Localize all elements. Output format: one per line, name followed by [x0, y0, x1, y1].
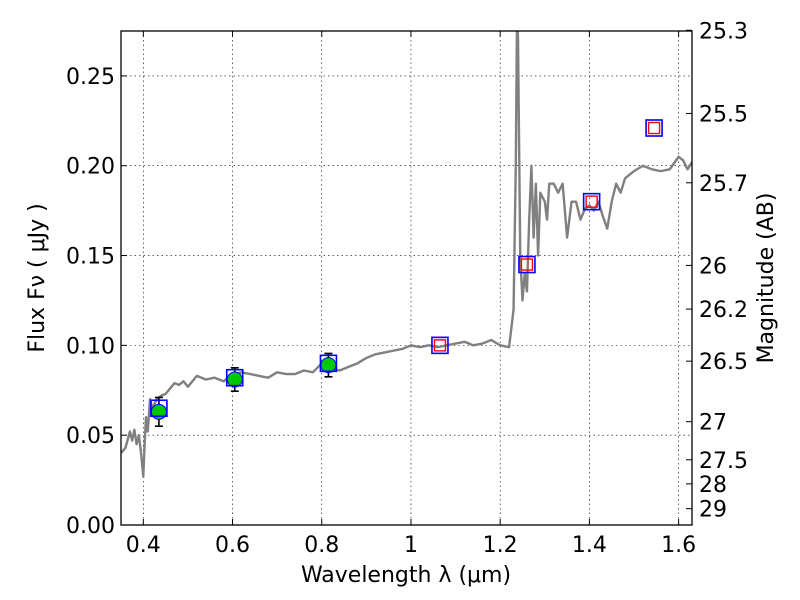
photometry-point [150, 403, 167, 420]
y-axis-title-right: Magnitude (AB) [754, 193, 779, 364]
y-axis-title-left: Flux Fν ( μJy ) [25, 203, 50, 352]
mag-tick-label: 25.3 [699, 19, 748, 44]
grid-lines [121, 31, 692, 526]
mag-tick-label: 26.5 [699, 350, 748, 375]
photometry-point [320, 357, 337, 374]
y-tick-label: 0.25 [66, 65, 115, 90]
model-square-inner [433, 339, 447, 352]
x-tick-label: 0.8 [304, 533, 339, 558]
x-axis-title: Wavelength λ (μm) [301, 563, 511, 588]
model-square-inner [520, 258, 534, 271]
y-tick-label: 0.15 [66, 245, 115, 270]
mag-tick-label: 26 [699, 254, 727, 279]
mag-tick-label: 27 [699, 411, 727, 436]
mag-tick-label: 26.2 [699, 298, 748, 323]
model-square-predicted [518, 255, 536, 274]
model-square-inner [647, 121, 661, 135]
x-tick-label: 1 [404, 533, 418, 558]
model-square [319, 354, 338, 373]
mag-tick-label: 27.5 [699, 449, 748, 474]
x-tick-label: 0.4 [126, 533, 161, 558]
plot-frame [120, 30, 693, 526]
y-tick-label: 0.05 [66, 424, 115, 449]
model-square-predicted [431, 336, 449, 355]
x-tick-label: 1.4 [572, 533, 607, 558]
mag-tick-label: 29 [699, 498, 727, 523]
spectrum-line [121, 31, 692, 478]
y-tick-label: 0.00 [66, 514, 115, 539]
plot-area [121, 31, 692, 478]
model-square-predicted [582, 192, 601, 211]
y-tick-label: 0.10 [66, 334, 115, 359]
axis-ticks: 0.4 0.6 0.8 1 1.2 1.4 1.6 0.00 0.05 0.10 0.15 0.20 0… [66, 19, 748, 558]
model-square [150, 399, 168, 418]
model-square-inner [585, 195, 598, 208]
x-tick-label: 1.6 [661, 533, 696, 558]
x-tick-label: 0.6 [215, 533, 250, 558]
y-tick-label: 0.20 [66, 155, 115, 180]
mag-tick-label: 28 [699, 473, 727, 498]
photometry-point [226, 371, 243, 388]
model-square-predicted [645, 119, 663, 137]
model-square [225, 368, 244, 387]
mag-tick-label: 25.5 [699, 102, 748, 127]
x-tick-label: 1.2 [483, 533, 518, 558]
mag-tick-label: 25.7 [699, 172, 748, 197]
